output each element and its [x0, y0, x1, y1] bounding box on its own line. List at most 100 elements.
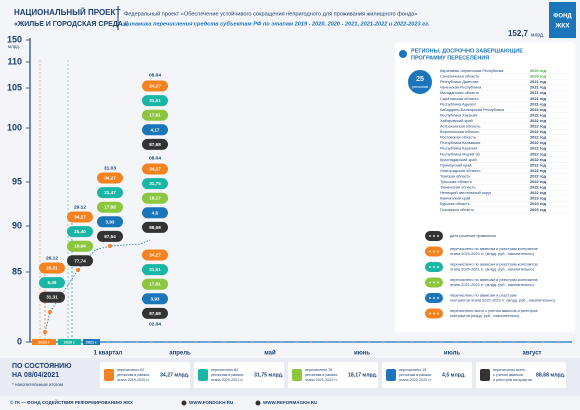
logo-top: ФОНД [553, 14, 572, 20]
timeline-dot [193, 340, 197, 344]
pill [142, 178, 168, 190]
pill-value: 4,17 [151, 127, 160, 132]
legend-swatch-dot [433, 312, 435, 315]
summary-icon [386, 369, 396, 381]
timeline-dot [237, 340, 240, 344]
month-label: май [264, 350, 276, 357]
summary-title: ПО СОСТОЯНИЮ [12, 363, 71, 370]
pill-value: 26,01 [46, 266, 58, 271]
legend-swatch-dot [429, 297, 431, 299]
pill-value: 17,81 [149, 282, 161, 287]
timeline-dot [106, 340, 110, 344]
summary-title: НА 08/04/2021 [12, 372, 59, 379]
summary-text: этапа 2022-2023 гг. [399, 378, 432, 382]
region-year: 2022 год [530, 185, 547, 190]
region-name: Ростовская область [440, 135, 476, 140]
timeline-dot [135, 340, 139, 344]
region-year: 2023 год [530, 196, 547, 201]
summary-text: и реестров контрактов [493, 378, 532, 382]
y-tick-label: 0 [17, 336, 22, 346]
region-name: Республика Калмыкия [440, 140, 480, 145]
legend-text: перечислено по авансам и реестрам [450, 293, 517, 298]
region-year: 2022 год [530, 129, 547, 134]
region-name: Псковская область [440, 207, 474, 212]
region-year: 2021 год [530, 90, 547, 95]
year-segment [32, 339, 56, 345]
pill-value: 17,88 [104, 205, 116, 210]
region-year: 2022 год [530, 168, 547, 173]
site: WWW.FONDGKH.RU [189, 400, 233, 405]
pill-value: 31,75 [149, 181, 161, 186]
region-year: 2020 год [530, 74, 547, 79]
pill [142, 192, 168, 204]
site: WWW.REFORMAGKH.RU [263, 400, 317, 405]
timeline-dot [527, 340, 530, 344]
timeline-dot [150, 340, 153, 344]
timeline-dot [179, 340, 182, 344]
region-name: Республика Хакасия [440, 112, 477, 117]
pill [67, 226, 93, 238]
legend-swatch-dot [437, 312, 439, 315]
regions-icon [399, 50, 407, 58]
legend-swatch-dot [433, 266, 435, 268]
pill-value: 77,74 [74, 258, 86, 263]
summary-text: этапа 2019-2020 гг. [117, 378, 150, 382]
pill [142, 221, 168, 233]
pill-value: 4,5 [152, 210, 159, 215]
y-tick-label: 85 [12, 266, 22, 276]
month-label: 1 квартал [94, 351, 123, 357]
region-name: Тульская область [440, 179, 472, 184]
timeline-dot [266, 340, 269, 344]
legend-swatch-dot [437, 297, 439, 299]
summary-note: * накопительным итогом [12, 382, 63, 387]
region-year: 2022 год [530, 135, 547, 140]
logo [549, 2, 576, 38]
pill-value: 34,27 [149, 84, 161, 89]
month-label: август [523, 351, 542, 357]
region-year: 2021 год [530, 96, 547, 101]
y-tick-label: 100 [7, 122, 22, 132]
summary-box [194, 362, 284, 388]
region-name: Республика Марий Эл [440, 151, 480, 156]
regions-count: 25 [416, 76, 424, 83]
timeline-dot [469, 340, 472, 344]
pill [39, 262, 65, 274]
pill [142, 138, 168, 150]
pill [142, 264, 168, 276]
legend-swatch-dot [429, 266, 431, 268]
region-year: 2021 год [530, 101, 547, 106]
summary-box [382, 362, 472, 388]
regions-title: ПРОГРАММУ ПЕРЕСЕЛЕНИЯ [411, 55, 489, 61]
summary-box [476, 362, 566, 388]
project-name: «ЖИЛЬЕ И ГОРОДСКАЯ СРЕДА» [14, 21, 127, 28]
region-year: 2022 год [530, 124, 547, 129]
legend-text: дата решения правления [450, 233, 496, 238]
pill-value: 3,93 [106, 219, 115, 224]
stack-date: 02.04 [149, 321, 161, 327]
stack-date: 29.12 [74, 204, 86, 210]
region-year: 2020 год [530, 68, 547, 73]
timeline-dot [498, 340, 501, 344]
pill [142, 207, 168, 219]
timeline-dot [483, 340, 487, 344]
pill [97, 187, 123, 199]
year-label: 2019 г. [38, 340, 50, 344]
timeline-dot [164, 340, 168, 344]
legend-swatch-dot [437, 235, 439, 237]
regions-count-badge [408, 70, 432, 94]
region-name: Ненецкий автономный округ [440, 190, 492, 195]
legend-swatch-dot [433, 235, 435, 237]
legend-swatch-dot [437, 281, 439, 284]
legend-text: контрактов (млрд. руб., накопительно) [450, 313, 520, 318]
region-name: Приморский край [440, 162, 471, 167]
summary-text: с учетом авансов [493, 373, 523, 377]
federal-project: Федеральный проект «Обеспечение устойчив… [124, 10, 417, 17]
pill [142, 124, 168, 136]
stack-date: 26.12 [46, 255, 58, 261]
stack-date: 08.04 [149, 155, 161, 161]
pill [67, 255, 93, 267]
summary-amount: 34,27 млрд. [160, 372, 190, 378]
region-name: Новгородская область [440, 168, 481, 173]
region-name: Чеченская Республика [440, 85, 482, 90]
